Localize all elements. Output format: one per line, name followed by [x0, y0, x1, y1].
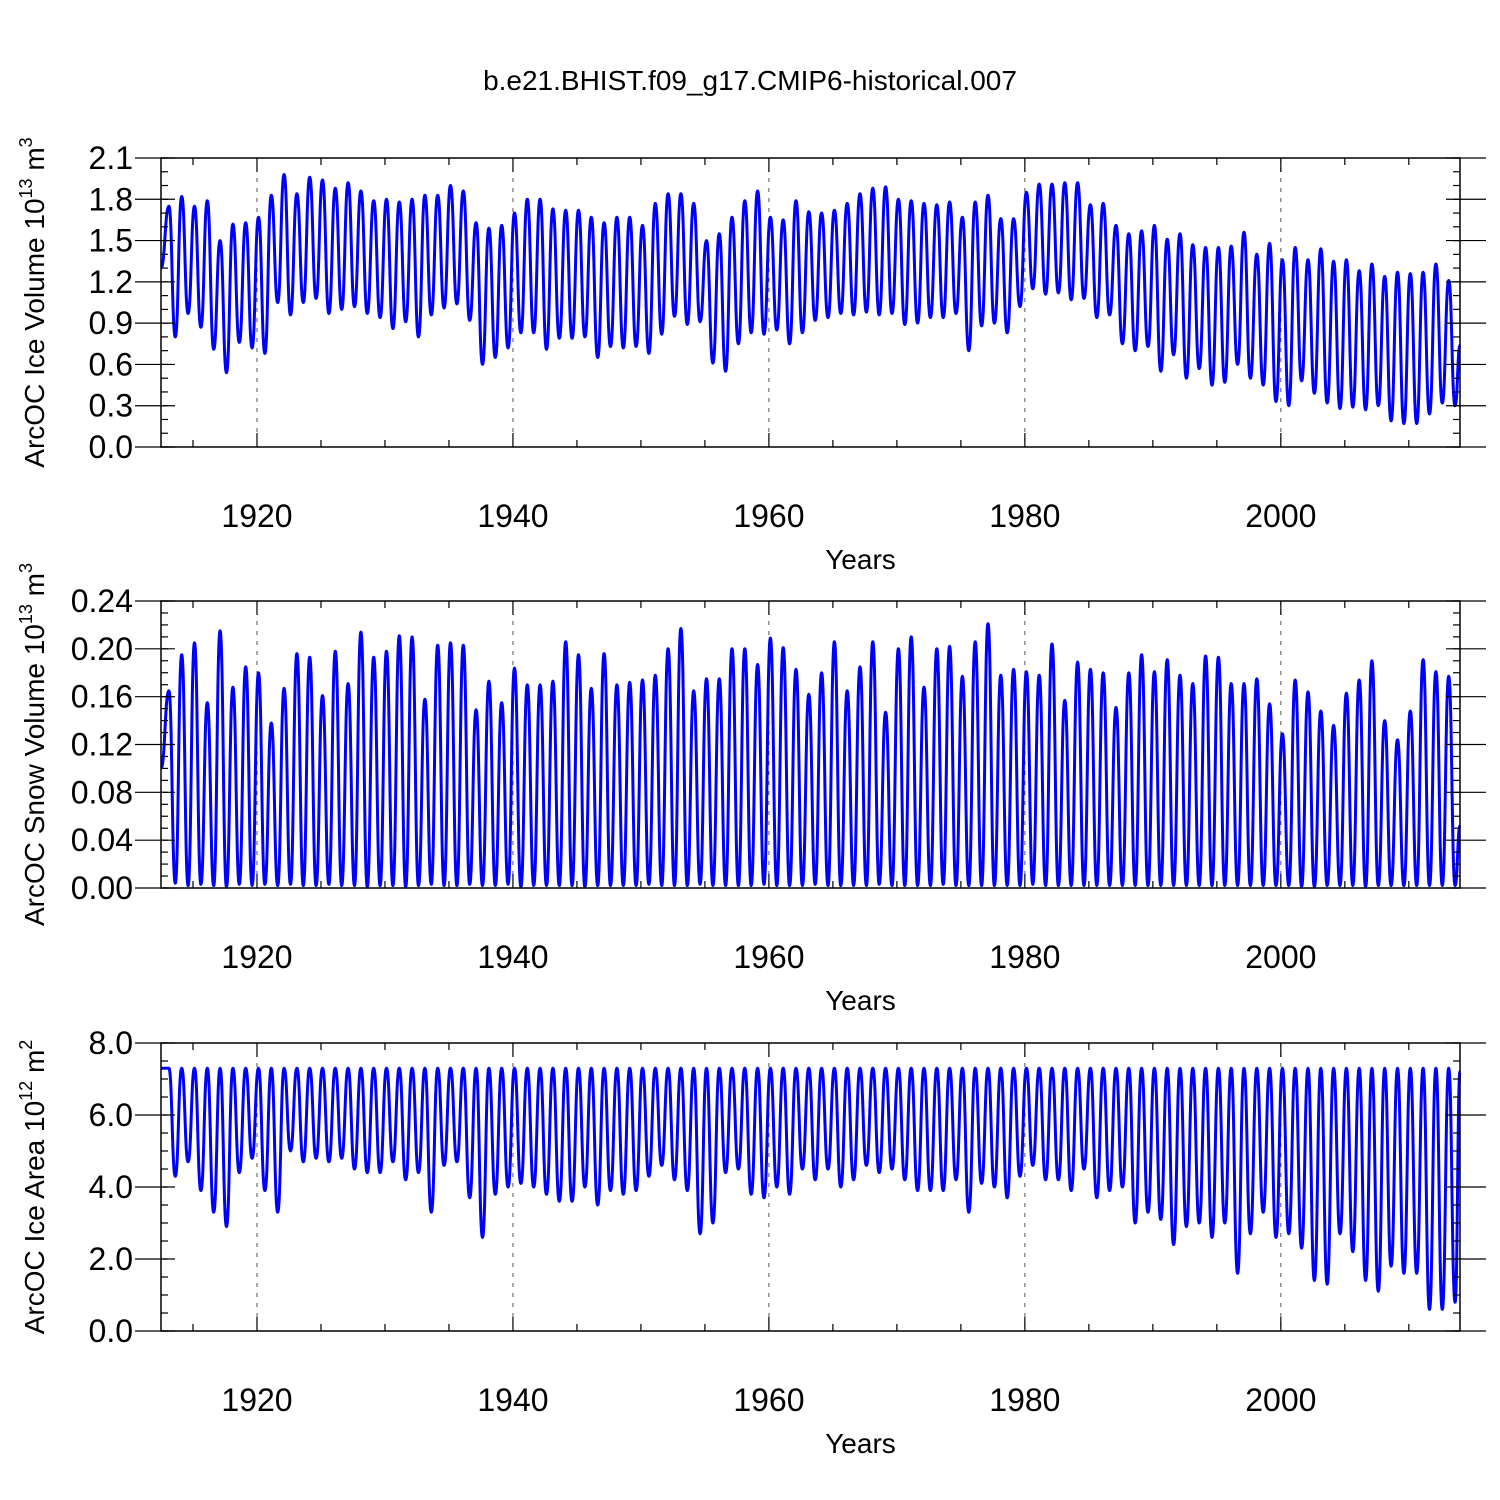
- series-line-ice_volume: [159, 173, 1462, 426]
- x-tick-label: 1920: [221, 498, 292, 534]
- y-tick-label: 2.0: [89, 1241, 133, 1277]
- y-axis-title-main: ArcOC Ice Area 10: [19, 1101, 50, 1334]
- y-axis-title: ArcOC Snow Volume 1013 m3: [16, 563, 50, 926]
- panel-snow_volume: 1920 1940 1960 1980 2000 Years 0.00 0.04 0.08 0.1…: [16, 563, 1486, 1016]
- panel-ice_area: 1920 1940 1960 1980 2000 Years 0.0 2.0 4.0 6.0 8.0…: [16, 1025, 1486, 1459]
- y-tick-label: 0.20: [71, 631, 133, 667]
- y-axis-title-main: ArcOC Snow Volume 10: [19, 624, 50, 926]
- x-tick-label: 1960: [733, 1382, 804, 1418]
- y-axis-title-unit: m: [19, 147, 50, 178]
- series-line-ice_area: [161, 1066, 1462, 1311]
- y-tick-label: 4.0: [89, 1169, 133, 1205]
- y-axis-title-unit-exponent: 2: [16, 1040, 36, 1050]
- y-tick-label: 0.0: [89, 1313, 133, 1349]
- y-tick-label: 0.0: [89, 429, 133, 465]
- y-axis-title-unit: m: [19, 573, 50, 604]
- y-tick-label: 0.08: [71, 774, 133, 810]
- y-tick-label: 0.16: [71, 679, 133, 715]
- y-axis-title-unit-exponent: 3: [16, 137, 36, 147]
- x-tick-label: 1940: [477, 939, 548, 975]
- x-tick-label: 1980: [989, 939, 1060, 975]
- x-tick-label: 1920: [221, 939, 292, 975]
- y-axis-title-unit-exponent: 3: [16, 563, 36, 573]
- figure-title: b.e21.BHIST.f09_g17.CMIP6-historical.007: [483, 65, 1017, 96]
- x-tick-label: 1960: [733, 939, 804, 975]
- y-tick-label: 2.1: [89, 140, 133, 176]
- x-tick-label: 1980: [989, 498, 1060, 534]
- y-tick-label: 1.2: [89, 264, 133, 300]
- y-axis-title-exponent: 13: [16, 178, 36, 198]
- plot-frame: [160, 157, 1461, 448]
- y-tick-label: 1.8: [89, 181, 133, 217]
- y-tick-label: 0.6: [89, 346, 133, 382]
- x-axis-title: Years: [825, 985, 896, 1016]
- y-tick-label: 0.3: [89, 388, 133, 424]
- y-tick-label: 1.5: [89, 223, 133, 259]
- x-axis-title: Years: [825, 544, 896, 575]
- y-axis-title-exponent: 13: [16, 604, 36, 624]
- y-tick-label: 0.00: [71, 870, 133, 906]
- y-axis-title-exponent: 12: [16, 1081, 36, 1101]
- x-tick-label: 1940: [477, 1382, 548, 1418]
- y-tick-label: 0.04: [71, 822, 133, 858]
- y-tick-label: 0.24: [71, 583, 133, 619]
- y-axis-title: ArcOC Ice Volume 1013 m3: [16, 137, 50, 467]
- x-tick-label: 1940: [477, 498, 548, 534]
- y-axis-title-main: ArcOC Ice Volume 10: [19, 198, 50, 467]
- y-axis-title-unit: m: [19, 1050, 50, 1081]
- x-tick-label: 1920: [221, 1382, 292, 1418]
- y-axis-title: ArcOC Ice Area 1012 m2: [16, 1040, 50, 1335]
- x-tick-label: 2000: [1245, 939, 1316, 975]
- x-tick-label: 2000: [1245, 498, 1316, 534]
- series-line-snow_volume: [159, 622, 1462, 889]
- panels: 1920 1940 1960 1980 2000 Years 0.0 0.3 0.6 0.9 1.2…: [16, 137, 1486, 1459]
- y-tick-label: 0.9: [89, 305, 133, 341]
- y-tick-label: 0.12: [71, 727, 133, 763]
- panel-ice_volume: 1920 1940 1960 1980 2000 Years 0.0 0.3 0.6 0.9 1.2…: [16, 137, 1486, 575]
- y-tick-label: 6.0: [89, 1097, 133, 1133]
- x-tick-label: 2000: [1245, 1382, 1316, 1418]
- y-tick-label: 8.0: [89, 1025, 133, 1061]
- x-tick-label: 1960: [733, 498, 804, 534]
- x-axis-title: Years: [825, 1428, 896, 1459]
- x-tick-label: 1980: [989, 1382, 1060, 1418]
